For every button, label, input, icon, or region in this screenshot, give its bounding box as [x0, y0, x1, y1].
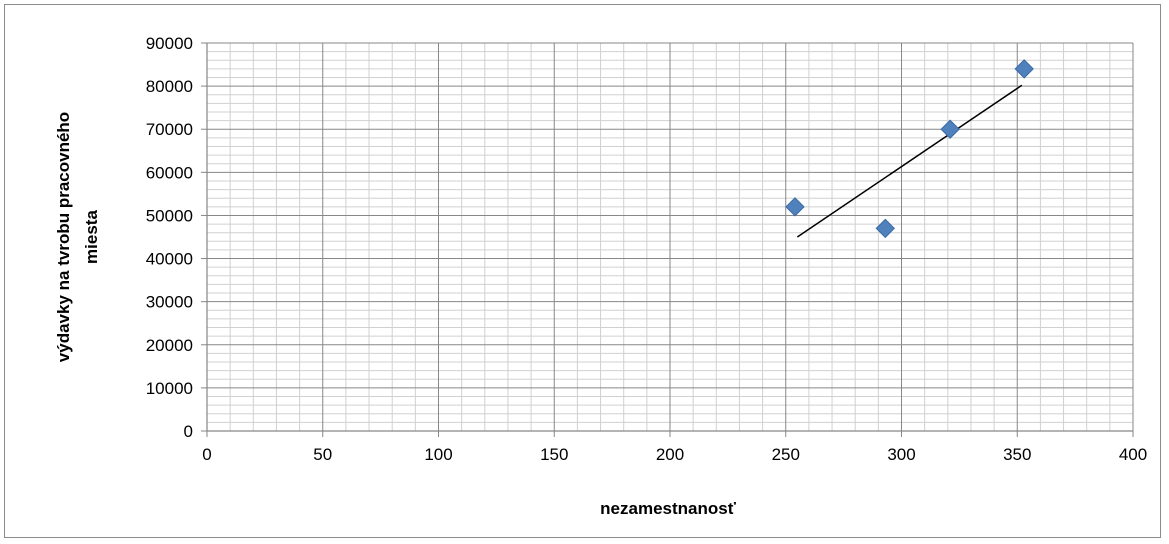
y-tick-label: 60000: [146, 163, 193, 182]
x-tick-label: 100: [424, 445, 452, 464]
y-axis-title-line-2: miesta: [82, 210, 101, 264]
trendline: [796, 84, 1023, 238]
trendline-layer: [796, 84, 1023, 238]
data-point-marker: [940, 119, 960, 139]
y-tick-label: 0: [184, 422, 193, 441]
y-tick-label: 40000: [146, 250, 193, 269]
chart-frame: [4, 4, 1161, 538]
y-tick-label: 90000: [146, 34, 193, 53]
y-tick-label: 70000: [146, 120, 193, 139]
x-axis-title: nezamestnanosť: [600, 499, 737, 518]
y-axis-title-line-1: výdavky na tvrobu pracovného: [54, 112, 73, 362]
axes: [201, 42, 1134, 437]
y-tick-label: 30000: [146, 293, 193, 312]
x-tick-label: 250: [772, 445, 800, 464]
data-point-marker: [1014, 59, 1034, 79]
y-tick-label: 10000: [146, 379, 193, 398]
y-tick-label: 20000: [146, 336, 193, 355]
data-point-marker: [875, 218, 896, 239]
tick-labels: 0 50 100 150 200 250 300 350 400 0 10000 20000 30000…: [146, 34, 1147, 464]
x-tick-label: 50: [313, 445, 332, 464]
x-tick-label: 200: [656, 445, 684, 464]
grid: [206, 42, 1134, 432]
x-tick-label: 300: [887, 445, 915, 464]
x-tick-label: 0: [202, 445, 211, 464]
y-tick-label: 50000: [146, 206, 193, 225]
x-tick-label: 150: [540, 445, 568, 464]
data-point-marker: [785, 197, 805, 217]
data-points: [785, 59, 1034, 239]
y-tick-label: 80000: [146, 77, 193, 96]
x-tick-label: 400: [1119, 445, 1147, 464]
x-tick-label: 350: [1003, 445, 1031, 464]
